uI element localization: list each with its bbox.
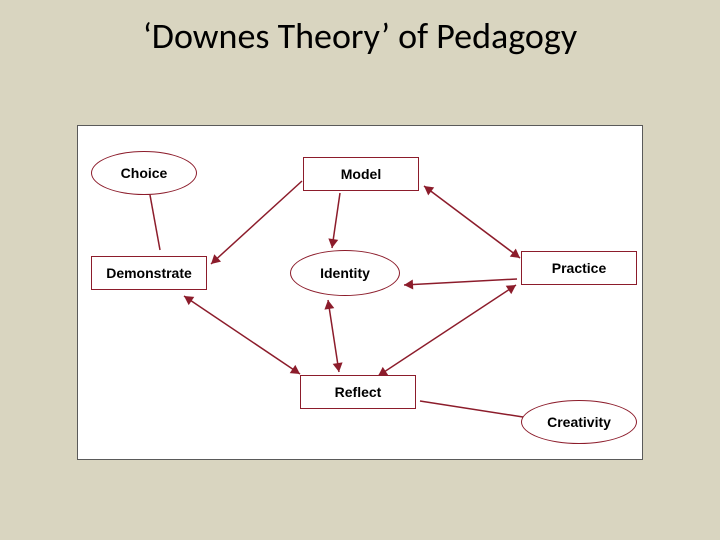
node-creativity: Creativity — [521, 400, 637, 444]
node-demonstrate: Demonstrate — [91, 256, 207, 290]
node-reflect: Reflect — [300, 375, 416, 409]
node-model: Model — [303, 157, 419, 191]
slide-title: ‘Downes Theory’ of Pedagogy — [0, 14, 720, 58]
node-practice: Practice — [521, 251, 637, 285]
node-identity: Identity — [290, 250, 400, 296]
node-choice: Choice — [91, 151, 197, 195]
slide-background: ‘Downes Theory’ of Pedagogy Choice Model D… — [0, 0, 720, 540]
